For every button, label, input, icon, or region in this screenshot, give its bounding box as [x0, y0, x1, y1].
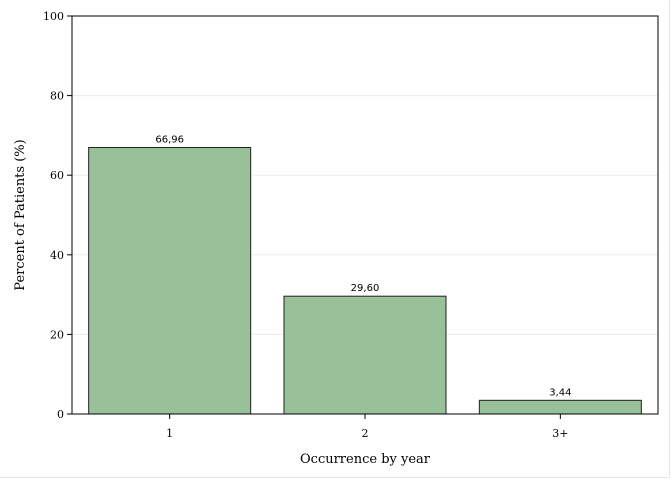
y-tick-label: 0: [57, 408, 64, 421]
data-labels: 66,96 29,60 3,44: [155, 134, 571, 398]
y-tick-label: 100: [43, 10, 64, 23]
data-label: 29,60: [351, 283, 380, 294]
bar-3+: [478, 399, 642, 415]
y-axis-ticks: 0 20 40 60 80 100: [43, 10, 72, 421]
y-tick-label: 60: [50, 169, 64, 182]
x-tick-label: 2: [362, 427, 369, 440]
bars: [88, 146, 642, 415]
x-axis-title: Occurrence by year: [300, 452, 431, 467]
bar-2: [283, 295, 447, 415]
bar-1: [88, 146, 252, 415]
x-axis-ticks: 1 2 3+: [166, 414, 568, 440]
x-tick-label: 3+: [552, 427, 568, 440]
x-tick-label: 1: [166, 427, 173, 440]
data-label: 3,44: [549, 387, 571, 398]
data-label: 66,96: [155, 134, 184, 145]
y-axis-title: Percent of Patients (%): [13, 139, 28, 290]
y-tick-label: 40: [50, 249, 64, 262]
y-tick-label: 80: [50, 90, 64, 103]
y-tick-label: 20: [50, 328, 64, 341]
